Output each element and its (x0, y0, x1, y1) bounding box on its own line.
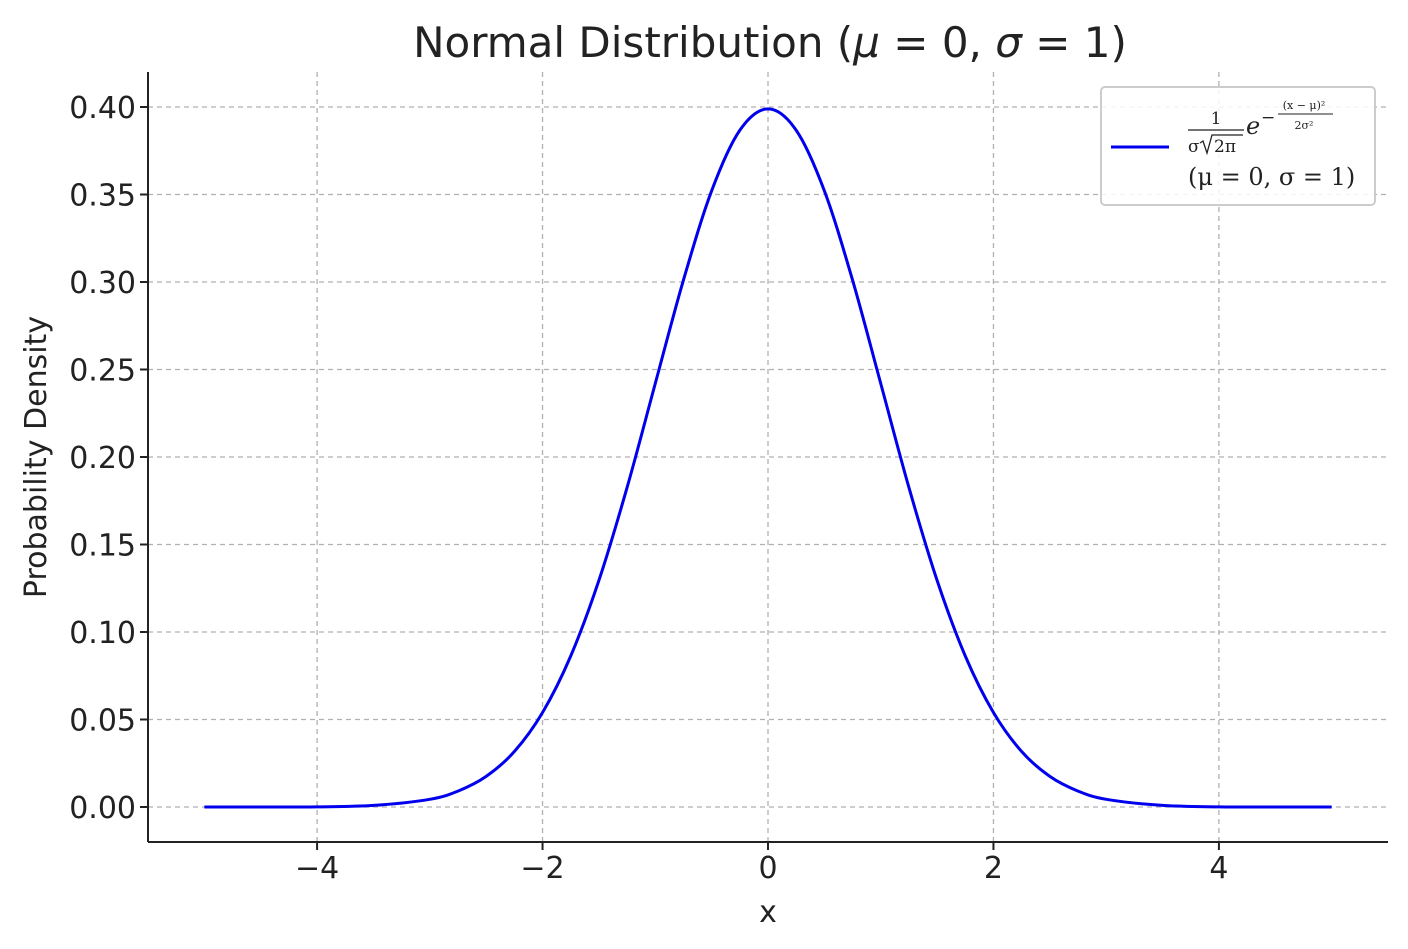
x-tick-label: 4 (1209, 851, 1228, 886)
legend-box (1100, 86, 1376, 206)
legend-formula-denominator-sigma: σ (1188, 137, 1200, 157)
legend-formula-denominator-root: 2π (1214, 137, 1236, 157)
legend-exponent-numerator: (x − μ)² (1283, 99, 1326, 112)
density-curve (204, 107, 1332, 809)
y-tick-label: 0.05 (69, 704, 136, 739)
legend: 1 σ 2π e − (x − μ)² 2σ² (μ = 0, σ = 1) (1100, 86, 1376, 206)
legend-formula-numerator: 1 (1211, 109, 1222, 129)
y-tick-label: 0.15 (69, 529, 136, 564)
y-tick-label: 0.35 (69, 179, 136, 214)
sqrt-icon (1199, 134, 1243, 156)
y-tick-label: 0.30 (69, 266, 136, 301)
y-tick-label: 0.10 (69, 616, 136, 651)
y-tick-label: 0.20 (69, 441, 136, 476)
legend-exponent-denominator: 2σ² (1295, 119, 1314, 132)
x-tick-label: −2 (520, 851, 564, 886)
legend-formula: 1 σ 2π e − (x − μ)² 2σ² (1188, 99, 1333, 157)
axis-ticks: −4 −2 0 2 4 0.00 0.05 0.10 0.15 0.20 0.25 0.30 0.35 0… (69, 91, 1228, 886)
y-axis-label: Probability Density (19, 316, 54, 598)
x-tick-label: 0 (758, 851, 777, 886)
legend-formula-e: e (1246, 112, 1260, 140)
legend-formula-minus: − (1261, 108, 1275, 128)
x-tick-label: −4 (295, 851, 339, 886)
x-axis-label: x (759, 895, 777, 930)
legend-params: (μ = 0, σ = 1) (1188, 163, 1355, 191)
y-tick-label: 0.00 (69, 791, 136, 826)
chart-title: Normal Distribution (μ = 0, σ = 1) (413, 18, 1127, 67)
y-tick-label: 0.40 (69, 91, 136, 126)
y-tick-label: 0.25 (69, 354, 136, 389)
x-tick-label: 2 (984, 851, 1003, 886)
